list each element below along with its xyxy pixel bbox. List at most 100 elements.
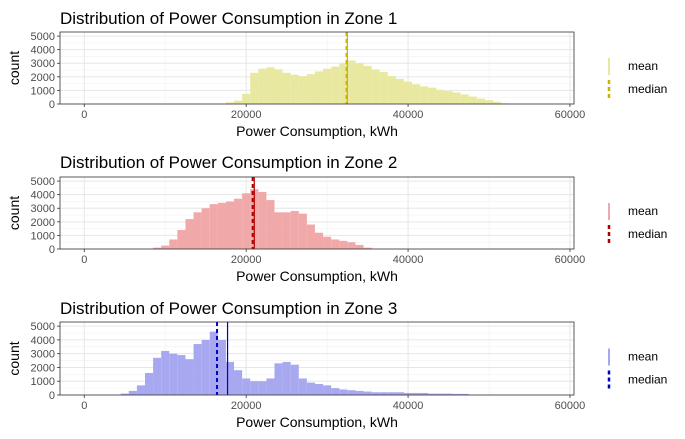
zone2-y-tick-label: 3000 xyxy=(31,203,55,215)
zone1-legend-mean-label: mean xyxy=(628,59,658,73)
zone3-histogram-bar xyxy=(177,355,186,395)
zone1-x-axis-label: Power Consumption, kWh xyxy=(236,123,398,139)
zone1-histogram-bar xyxy=(225,102,235,104)
zone3-histogram-bar xyxy=(460,393,469,395)
zone1-histogram-bar xyxy=(387,76,396,104)
zone1-histogram-bar xyxy=(306,74,315,104)
zone1-y-tick-label: 4000 xyxy=(31,45,55,57)
zone2-x-tick-label: 60000 xyxy=(555,254,586,266)
zone3-histogram-bar xyxy=(323,385,332,395)
zone2-histogram-bar xyxy=(355,244,364,249)
zone1-histogram-bar xyxy=(468,96,477,104)
zone1-histogram-bar xyxy=(234,100,243,104)
zone3-histogram-bar xyxy=(120,393,129,395)
zone3-histogram-bar xyxy=(282,361,291,395)
zone2-histogram-bar xyxy=(298,213,307,249)
zone2-histogram-bar xyxy=(209,204,218,249)
zone1-x-tick-label: 60000 xyxy=(555,109,586,121)
zone1-y-axis-label: count xyxy=(6,51,22,85)
zone2-histogram-bar xyxy=(169,239,178,249)
zone3-histogram-bar xyxy=(355,390,364,395)
zone1-histogram-bar xyxy=(371,69,380,104)
zone2-histogram-bar xyxy=(306,224,315,249)
zone3-histogram-bar xyxy=(314,383,324,395)
zone1-histogram-bar xyxy=(242,93,251,104)
zone3-histogram-bar xyxy=(266,378,275,395)
zone1-histogram-bar xyxy=(476,98,485,104)
zone1-panel-border xyxy=(59,31,575,105)
zone1-histogram-bar xyxy=(404,81,413,104)
zone3-histogram-bar xyxy=(363,391,372,395)
zone1-histogram-bar xyxy=(355,63,364,104)
zone1-histogram-bar xyxy=(452,92,461,104)
zone1-histogram-bar xyxy=(436,89,445,104)
zone2-histogram-bar xyxy=(323,236,332,249)
zone3-histogram-bar xyxy=(347,390,356,395)
zone3-histogram-bar xyxy=(153,357,162,395)
zone1-x-tick-label: 40000 xyxy=(393,109,424,121)
zone3-histogram-bar xyxy=(136,385,145,395)
zone3-histogram-bar xyxy=(250,381,259,395)
zone1-histogram-bar xyxy=(501,103,510,104)
zone3-y-tick-label: 1000 xyxy=(31,376,55,388)
zone2-histogram-bar xyxy=(234,198,243,249)
zone1-y-tick-label: 5000 xyxy=(31,31,55,43)
zone3-x-tick-label: 20000 xyxy=(231,400,262,412)
zone1-y-tick-label: 3000 xyxy=(31,58,55,70)
zone2-histogram-bar xyxy=(153,247,162,249)
zone1-histogram-bar xyxy=(298,76,307,104)
zone1-histogram-bar xyxy=(363,65,372,104)
zone1-histogram-bar xyxy=(323,68,332,104)
zone3-histogram-bar xyxy=(128,390,137,395)
zone2-title: Distribution of Power Consumption in Zon… xyxy=(60,153,397,172)
zone2-y-tick-label: 0 xyxy=(49,244,55,256)
zone2-histogram-bar xyxy=(217,202,226,249)
zone3-histogram-bar xyxy=(452,393,461,395)
zone1-histogram-bar xyxy=(444,91,453,104)
zone3-y-tick-label: 4000 xyxy=(31,335,55,347)
zone3-histogram-bar xyxy=(217,339,226,395)
zone2-histogram-bar xyxy=(201,208,210,249)
zone2-histogram-bar xyxy=(274,212,283,249)
zone3-x-tick-label: 60000 xyxy=(555,400,586,412)
zone3-histogram-bar xyxy=(274,363,283,395)
zone3-histogram-bar xyxy=(428,393,437,395)
zone3-histogram-bar xyxy=(234,370,243,395)
zone1-histogram-bar xyxy=(339,63,348,104)
zone3-x-tick-label: 40000 xyxy=(393,400,424,412)
zone3-histogram-bar xyxy=(144,372,154,395)
zone2-histogram-bar xyxy=(347,242,356,249)
zone2-legend-median-label: median xyxy=(628,227,667,241)
zone1-histogram-bar xyxy=(493,101,502,104)
zone3-histogram-bar xyxy=(209,331,218,395)
zone2-x-tick-label: 0 xyxy=(81,254,87,266)
zone3-histogram-bar xyxy=(161,350,170,395)
zone1-histogram-bar xyxy=(274,69,283,104)
zone3-histogram-bar xyxy=(436,393,445,395)
zone3-histogram-bar xyxy=(371,392,380,395)
zone3-histogram-bar xyxy=(379,392,388,395)
zone1-histogram-bar xyxy=(379,72,388,104)
zone1-histogram-bar xyxy=(266,67,275,104)
zone1-histogram-bar xyxy=(347,60,356,104)
zone1-y-tick-label: 2000 xyxy=(31,72,55,84)
zone3-histogram-bar xyxy=(201,339,210,395)
zone2-histogram-bar xyxy=(339,240,348,249)
zone1-histogram-bar xyxy=(290,74,299,104)
zone2-y-tick-label: 4000 xyxy=(31,190,55,202)
zone2-x-tick-label: 20000 xyxy=(231,254,262,266)
zone3-histogram-bar xyxy=(193,344,202,395)
zone2-histogram-bar xyxy=(266,200,275,249)
zone1-y-tick-label: 0 xyxy=(49,99,55,111)
zone3-histogram-bar xyxy=(258,381,267,395)
zone1-histogram-bar xyxy=(282,72,291,104)
zone3-histogram-bar xyxy=(339,389,348,395)
zone3-histogram-bar xyxy=(185,359,194,395)
zone2-histogram-bar xyxy=(363,247,372,249)
zone3-legend-median-label: median xyxy=(628,373,667,387)
zone2-y-axis-label: count xyxy=(6,196,22,230)
zone3-histogram-bar xyxy=(412,392,421,395)
zone1-histogram-bar xyxy=(395,78,405,104)
zone2-y-tick-label: 5000 xyxy=(31,176,55,188)
